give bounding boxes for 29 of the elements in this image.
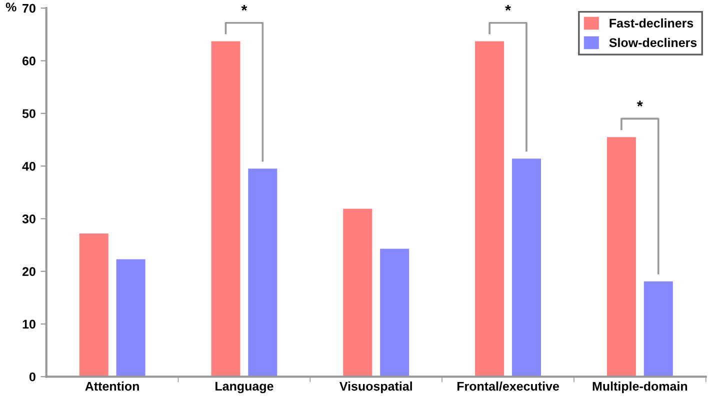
x-tick-label: Visuospatial <box>339 382 412 394</box>
x-tick-label: Language <box>216 382 274 394</box>
annotation: * <box>241 4 248 11</box>
y-tick-label: 50 <box>22 109 36 118</box>
y-tick-label: 70 <box>22 4 36 13</box>
bar <box>606 137 636 377</box>
y-tick-label: 0 <box>29 372 36 382</box>
legend-label: Fast-decliners <box>610 18 694 28</box>
y-tick-label: 10 <box>22 320 36 329</box>
bar <box>116 259 146 377</box>
legend-label: Slow-decliners <box>609 38 697 48</box>
bar <box>475 41 504 377</box>
y-axis-title: % <box>6 2 16 12</box>
bar <box>644 281 673 377</box>
bar <box>211 41 240 377</box>
x-tick-label: Multiple-domain <box>592 382 688 394</box>
bar <box>380 248 410 377</box>
bar <box>512 158 541 377</box>
x-tick-label: Attention <box>85 382 139 391</box>
bar <box>79 233 108 377</box>
y-tick-label: 20 <box>22 267 36 276</box>
x-tick-label: Frontal/executive <box>457 382 559 391</box>
y-tick-label: 60 <box>22 56 36 66</box>
y-tick-label: 40 <box>22 162 36 171</box>
y-tick-label: 30 <box>22 214 36 224</box>
bar <box>248 168 278 377</box>
bar <box>343 208 372 377</box>
annotation: * <box>636 100 643 106</box>
annotation: * <box>505 4 511 11</box>
